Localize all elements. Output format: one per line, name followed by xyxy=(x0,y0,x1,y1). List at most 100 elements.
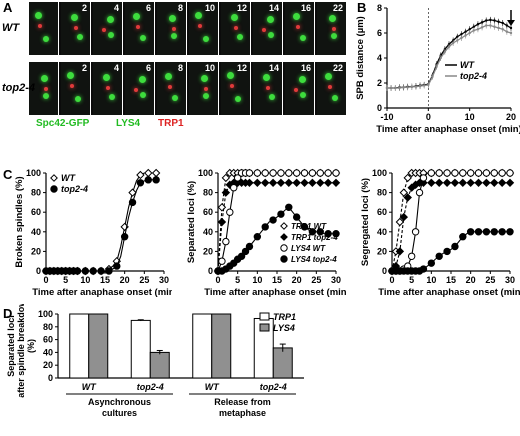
micrograph-frame: 22 xyxy=(317,2,347,55)
data-point xyxy=(501,21,504,25)
data-point xyxy=(501,28,504,31)
data-point xyxy=(464,34,467,37)
y-tick-label: 20 xyxy=(43,360,53,370)
fluorescent-spot xyxy=(267,16,274,23)
data-point xyxy=(308,169,317,177)
x-tick-label: 25 xyxy=(139,275,149,285)
fluorescent-spot xyxy=(203,36,209,42)
legend-label: LYS4 xyxy=(273,323,295,333)
x-tick-label: 10 xyxy=(426,275,436,285)
data-point xyxy=(447,45,451,48)
x-tick-label: 15 xyxy=(100,275,110,285)
data-point xyxy=(485,19,488,22)
micrograph-frame: 6 xyxy=(125,2,155,55)
row-label-top2: top2-4 xyxy=(2,82,35,94)
fluorescent-spot xyxy=(203,93,209,99)
data-point xyxy=(128,188,137,197)
x-tick-label: 30 xyxy=(159,275,169,285)
data-point xyxy=(226,208,234,216)
data-point xyxy=(120,233,129,241)
x-tick-label: 20 xyxy=(466,275,476,285)
panel-letter-d: D xyxy=(3,306,13,321)
bar xyxy=(69,313,90,379)
data-point xyxy=(468,31,471,35)
legend-label: WT xyxy=(61,173,76,183)
data-point xyxy=(466,178,475,188)
fluorescent-spot xyxy=(268,32,274,38)
fluorescent-spot xyxy=(67,72,74,79)
data-point xyxy=(509,26,513,30)
x-tick-label: 10 xyxy=(80,275,90,285)
fluorescent-spot xyxy=(77,34,83,40)
data-point xyxy=(97,267,105,275)
fluorescent-spot xyxy=(201,75,208,82)
frame-time-label: 2 xyxy=(81,3,87,13)
data-point xyxy=(419,265,428,273)
data-point xyxy=(460,33,463,36)
fluorescent-spot xyxy=(329,15,336,22)
micrograph-frame: 4 xyxy=(93,2,123,55)
data-point xyxy=(285,203,293,211)
data-point xyxy=(218,257,226,265)
frame-time-label: 6 xyxy=(145,63,151,73)
micrograph-legend: Spc42-GFP LYS4 TRP1 xyxy=(28,118,348,132)
fluorescent-spot xyxy=(263,74,270,81)
data-point xyxy=(497,20,500,23)
data-point xyxy=(407,252,416,261)
y-tick-label: 80 xyxy=(43,322,53,332)
fluorescent-spot xyxy=(140,92,146,98)
data-point xyxy=(459,169,467,177)
data-point xyxy=(136,179,145,187)
data-point xyxy=(460,36,463,40)
legend-trp1: TRP1 xyxy=(158,118,184,129)
fluorescent-spot xyxy=(172,95,178,101)
data-point xyxy=(466,169,475,177)
category-label: WT xyxy=(205,382,220,392)
data-point xyxy=(269,169,277,177)
fluorescent-spot xyxy=(38,24,42,28)
data-point xyxy=(280,255,288,263)
data-point xyxy=(498,169,506,177)
y-axis-label: (%) xyxy=(26,339,36,353)
data-point xyxy=(418,84,422,88)
series-line xyxy=(387,24,512,89)
data-point xyxy=(151,168,161,178)
data-point xyxy=(402,86,405,89)
panel-letter-c: C xyxy=(3,167,13,182)
data-point xyxy=(482,228,491,236)
bar xyxy=(192,313,213,379)
data-point xyxy=(431,75,434,78)
data-point xyxy=(493,19,496,22)
data-point xyxy=(414,85,418,88)
data-point xyxy=(261,223,269,231)
data-point xyxy=(427,169,436,177)
data-point xyxy=(506,228,514,236)
data-point xyxy=(245,242,254,251)
x-tick-label: 0 xyxy=(215,275,220,285)
micrograph-frame: 16 xyxy=(285,62,315,115)
y-tick-label: 40 xyxy=(31,227,41,237)
data-point xyxy=(474,178,483,188)
micrograph-frame: 12 xyxy=(221,62,251,115)
fluorescent-spot xyxy=(332,95,338,101)
data-point xyxy=(427,259,436,267)
frame-time-label: 8 xyxy=(177,3,183,13)
x-tick-label: 25 xyxy=(485,275,495,285)
y-tick-label: 100 xyxy=(372,168,387,178)
data-point xyxy=(245,178,254,188)
fluorescent-spot xyxy=(328,85,332,89)
fluorescent-spot xyxy=(136,25,140,29)
micrograph-frame xyxy=(29,62,59,115)
data-point xyxy=(490,169,498,177)
data-point xyxy=(395,247,405,256)
micrograph-frame: 12 xyxy=(221,2,251,55)
fluorescent-spot xyxy=(237,34,243,40)
data-point xyxy=(233,174,242,182)
data-point xyxy=(472,29,475,32)
data-point xyxy=(427,83,430,87)
data-point xyxy=(476,23,480,26)
data-point xyxy=(253,178,262,188)
data-point xyxy=(253,169,262,177)
legend-label: WT xyxy=(460,60,475,70)
data-point xyxy=(451,41,455,45)
